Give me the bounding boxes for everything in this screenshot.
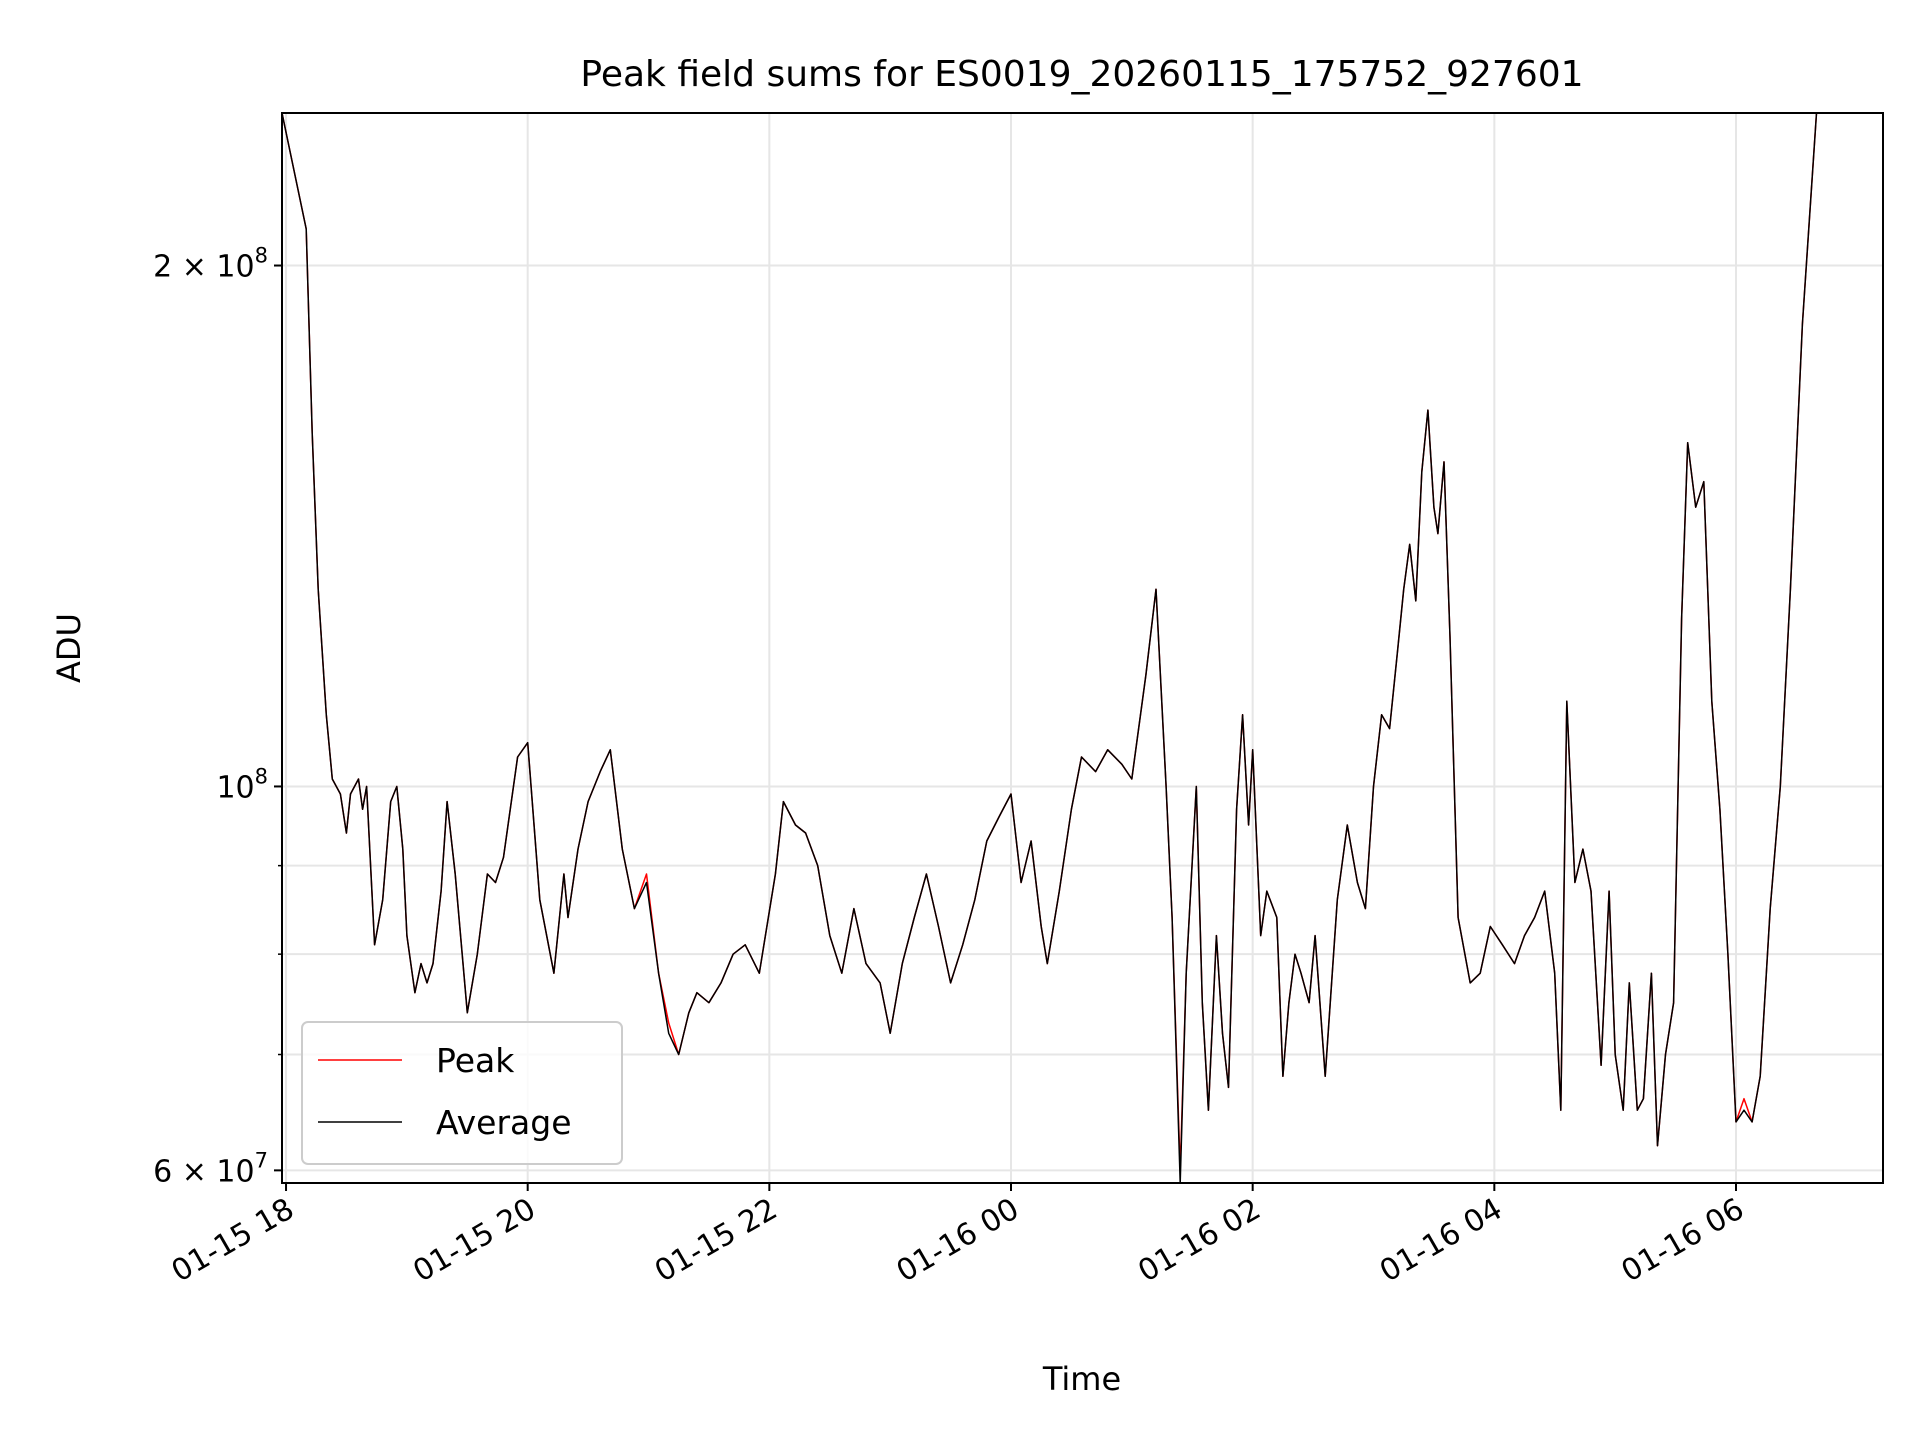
y-tick-label: 6 × 107 [153, 1148, 268, 1189]
chart-title: Peak field sums for ES0019_20260115_1757… [580, 54, 1583, 95]
y-tick-label-exponent: 7 [255, 1148, 268, 1172]
y-tick-label-base: 2 × 10 [153, 250, 254, 285]
plot-frame [281, 112, 1884, 1184]
legend-box [301, 1021, 623, 1165]
y-tick-label-base: 10 [216, 770, 254, 805]
series-line-average [282, 113, 1818, 1183]
legend: Peak Average [301, 1021, 623, 1165]
y-tick-label: 108 [216, 764, 268, 805]
y-tick-label: 2 × 108 [153, 244, 268, 285]
y-tick-label-base: 6 × 10 [153, 1154, 254, 1189]
y-axis-label: ADU [50, 613, 88, 683]
y-tick-label-exponent: 8 [255, 764, 268, 788]
legend-label-peak: Peak [436, 1041, 515, 1080]
legend-label-average: Average [436, 1103, 572, 1142]
x-axis-label: Time [1042, 1360, 1121, 1398]
y-tick-label-exponent: 8 [255, 244, 268, 268]
series-layer [282, 113, 1818, 1183]
